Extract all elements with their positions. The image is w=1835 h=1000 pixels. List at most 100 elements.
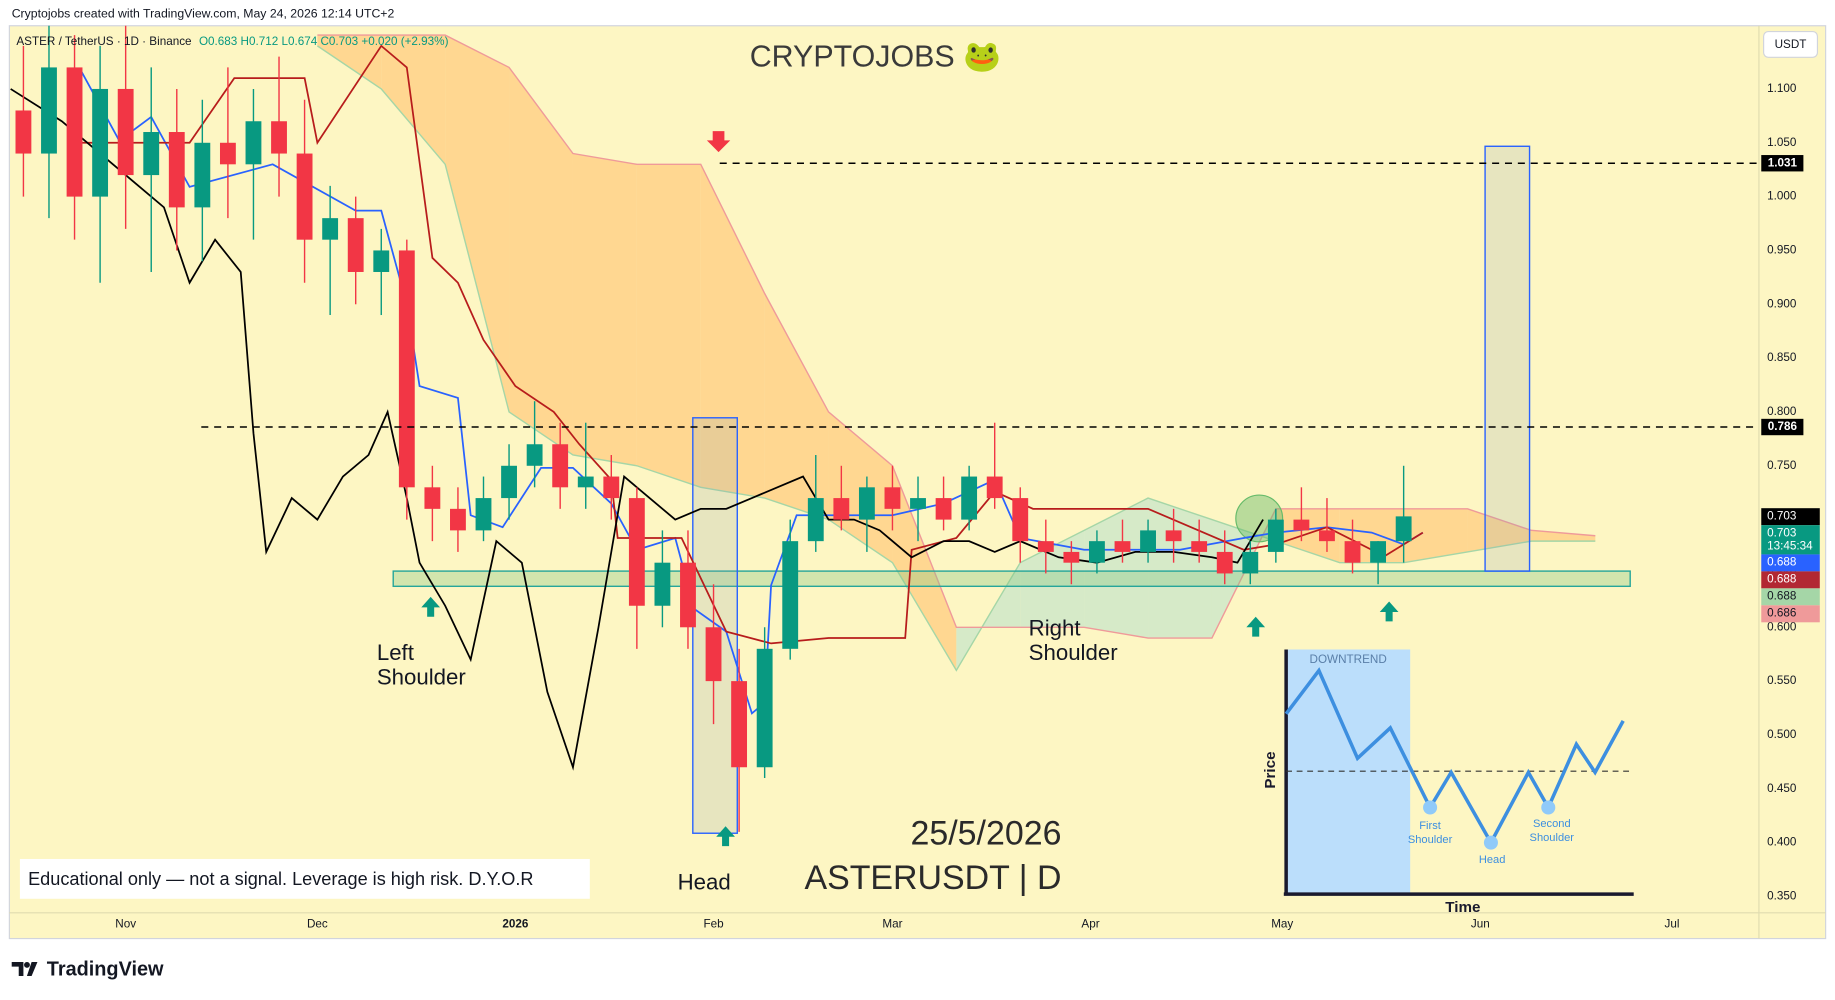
head-label: Head <box>678 869 731 894</box>
y-tick-label: 1.000 <box>1767 190 1797 203</box>
candle-body <box>1395 516 1412 542</box>
cloud-fill <box>1275 508 1340 563</box>
candle-body <box>41 67 57 154</box>
level-label-box <box>1761 155 1804 172</box>
candle-body <box>143 132 160 176</box>
pair-label: ASTERUSDT | D <box>804 859 1061 897</box>
candle-body <box>1293 519 1310 531</box>
target-box <box>1484 145 1531 572</box>
candle-body <box>731 681 748 768</box>
level-label: 1.031 <box>1768 156 1798 169</box>
countdown-label: 13:45:34 <box>1767 539 1813 552</box>
up-arrow <box>1379 601 1399 622</box>
candle-body <box>117 88 134 176</box>
candle-body <box>961 476 978 520</box>
indicator-line <box>10 88 1264 771</box>
cloud-fill <box>317 35 382 89</box>
symbol-legend: ASTER / TetherUS · 1D · Binance <box>16 35 191 48</box>
y-tick-label: 0.600 <box>1767 620 1797 633</box>
cloud-fill <box>1467 508 1532 552</box>
candle-body <box>705 627 722 682</box>
x-tick-label: Jun <box>1471 918 1490 931</box>
price-label: 0.688 <box>1767 590 1796 603</box>
candle-body <box>347 218 364 272</box>
indicator-line <box>80 70 1424 715</box>
cloud-layer <box>316 34 1596 672</box>
pattern-point <box>1541 800 1556 815</box>
cloud-fill <box>1531 530 1596 542</box>
x-tick-label: Mar <box>882 918 902 931</box>
candle-body <box>526 444 543 466</box>
candle-body <box>654 562 671 606</box>
inset-x-label: Time <box>1445 899 1480 916</box>
candle-body <box>910 498 926 509</box>
inset-label: First <box>1419 820 1441 832</box>
cloud-fill <box>381 35 446 165</box>
up-arrow <box>421 596 441 617</box>
x-tick-label: Feb <box>703 918 724 931</box>
cloud-fill <box>764 293 829 520</box>
x-tick-label: Apr <box>1081 918 1099 931</box>
cloud-fill <box>572 153 637 466</box>
candle-body <box>66 67 83 197</box>
up-arrow <box>1246 616 1266 637</box>
candle-body <box>577 476 594 488</box>
price-label-box <box>1761 605 1820 623</box>
zones <box>392 145 1631 834</box>
y-tick-label: 0.450 <box>1767 782 1797 795</box>
candle-body <box>1063 551 1080 563</box>
cloud-fill <box>700 164 765 499</box>
pattern-line <box>1284 667 1625 847</box>
candle-body <box>373 250 390 272</box>
inset-label: Head <box>1479 854 1506 866</box>
cloud-fill <box>892 465 957 671</box>
candle-body <box>1242 551 1259 574</box>
y-tick-label: 0.500 <box>1767 728 1797 741</box>
cloud-fill <box>1084 498 1149 639</box>
price-label-box <box>1761 508 1820 526</box>
y-tick-label: 0.350 <box>1767 890 1797 903</box>
price-label: 0.686 <box>1767 607 1796 620</box>
price-label-box <box>1761 525 1820 555</box>
right-shoulder-label: Right <box>1029 615 1082 640</box>
candle-body <box>833 498 850 520</box>
y-tick-label: 0.900 <box>1767 297 1797 310</box>
inset-label: Shoulder <box>1408 834 1453 846</box>
cloud-fill <box>636 164 701 488</box>
chart-title: CRYPTOJOBS 🐸 <box>750 40 1001 74</box>
y-tick-label: 0.950 <box>1767 244 1797 257</box>
currency-button[interactable] <box>1763 31 1819 58</box>
candle-body <box>1114 541 1131 552</box>
candle-body <box>296 153 313 240</box>
candle-body <box>628 498 645 606</box>
right-shoulder-label: Shoulder <box>1029 640 1119 665</box>
price-label-box <box>1761 588 1820 606</box>
x-tick-label: Jul <box>1665 918 1680 931</box>
candle-body <box>219 142 236 165</box>
price-label: 0.688 <box>1767 573 1796 586</box>
y-tick-label: 1.050 <box>1767 136 1797 149</box>
candle-body <box>475 498 492 531</box>
x-tick-label: Dec <box>307 918 328 931</box>
axis-layer: 0.3500.4000.4500.5000.5500.6000.6500.700… <box>115 82 1820 931</box>
y-tick-label: 0.400 <box>1767 836 1797 849</box>
left-shoulder-label: Left <box>377 640 415 665</box>
candle-body <box>756 648 773 768</box>
inset-label: Shoulder <box>1530 832 1575 844</box>
y-tick-label: 0.850 <box>1767 351 1797 364</box>
currency-label[interactable]: USDT <box>1775 38 1807 51</box>
left-shoulder-label: Shoulder <box>377 665 467 690</box>
inset-label: Second <box>1533 818 1571 830</box>
candle-body <box>1344 541 1361 563</box>
candle-body <box>245 121 262 165</box>
price-label: 0.703 <box>1767 526 1796 539</box>
candle-body <box>603 476 620 499</box>
candle-body <box>1191 541 1208 552</box>
head-box <box>692 417 738 834</box>
cloud-fill <box>1403 508 1468 563</box>
candle-body <box>1037 541 1054 552</box>
cloud-fill <box>1148 498 1212 639</box>
y-tick-label: 0.800 <box>1767 405 1797 418</box>
x-tick-label: 2026 <box>502 918 529 931</box>
ohlc-legend: O0.683 H0.712 L0.674 C0.703 +0.020 (+2.9… <box>199 35 449 48</box>
